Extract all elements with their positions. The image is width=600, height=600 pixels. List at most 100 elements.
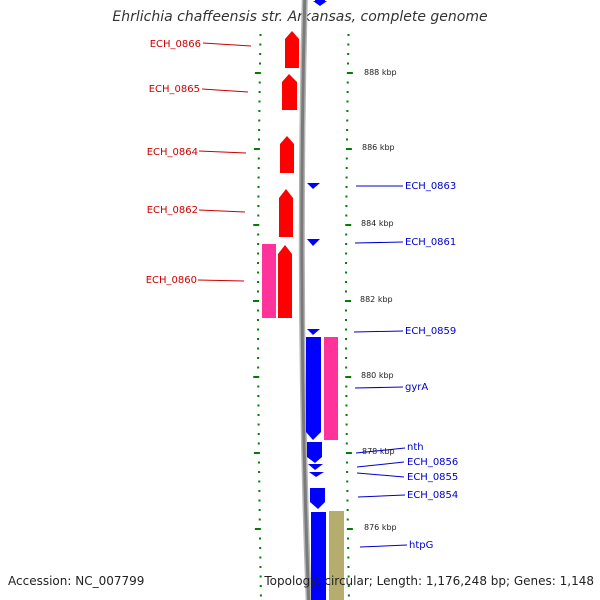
tick-mark [254, 528, 261, 530]
tick-mark [345, 366, 348, 369]
label-ech-0859[interactable]: ECH_0859 [405, 326, 456, 337]
gene-nth[interactable] [307, 442, 322, 463]
tick-mark [258, 471, 261, 473]
gene-ech-0865[interactable] [282, 74, 297, 110]
tick-mark [259, 585, 262, 587]
tick-mark [346, 461, 349, 464]
tick-mark [345, 452, 352, 454]
tick-mark [258, 490, 261, 492]
tick-mark [345, 195, 348, 198]
tick-mark [345, 214, 348, 217]
tick-mark [346, 471, 349, 473]
tick-mark [345, 385, 348, 388]
tick-mark [347, 575, 350, 578]
tick-mark [259, 53, 262, 55]
leader-line-gyra [354, 386, 404, 389]
tick-mark [257, 433, 260, 435]
tick-mark [258, 518, 261, 521]
gene-ech-0859[interactable] [307, 329, 320, 335]
tick-mark [258, 91, 261, 93]
tick-mark [257, 205, 260, 207]
tick-mark [257, 442, 260, 445]
tick-mark [259, 34, 262, 36]
label-gyra[interactable]: gyrA [405, 382, 428, 393]
tick-mark [345, 404, 348, 407]
label-ech-0862[interactable]: ECH_0862 [147, 205, 198, 216]
gene-ech-0855[interactable] [309, 472, 324, 477]
tick-mark [257, 252, 260, 255]
tick-mark [345, 423, 348, 426]
tick-mark [258, 81, 261, 84]
tick-mark [259, 62, 262, 65]
label-ech-0863[interactable]: ECH_0863 [405, 181, 456, 192]
accession-text: Accession: NC_007799 [8, 574, 145, 588]
label-ech-0866[interactable]: ECH_0866 [150, 39, 201, 50]
tick-mark [347, 34, 350, 36]
tick-mark [347, 53, 350, 55]
tick-mark [257, 366, 260, 369]
inner-tick-ring [345, 34, 353, 597]
feature-pink-reverse[interactable] [324, 337, 338, 440]
leader-line-nth [355, 447, 406, 454]
tick-mark [345, 176, 348, 179]
tick-mark [257, 414, 260, 416]
gene-partial-top[interactable] [313, 0, 327, 6]
tick-mark [257, 176, 260, 179]
tick-mark [345, 252, 348, 255]
scale-label-882: 882 kbp [360, 295, 393, 304]
gene-ech-0863[interactable] [307, 183, 320, 189]
tick-mark [345, 376, 352, 378]
genome-backbone-core [300, 0, 311, 600]
label-ech-0861[interactable]: ECH_0861 [405, 237, 456, 248]
label-ech-0860[interactable]: ECH_0860 [146, 275, 197, 286]
leader-line-ech-0860 [197, 279, 245, 282]
leader-line-ech-0861 [354, 241, 404, 244]
tick-mark [345, 281, 348, 283]
tick-mark [259, 575, 262, 578]
gene-ech-0864[interactable] [280, 136, 294, 173]
label-ech-0854[interactable]: ECH_0854 [407, 490, 458, 501]
gene-ech-0866[interactable] [285, 31, 299, 68]
feature-pink-forward[interactable] [262, 244, 276, 318]
tick-mark [257, 195, 260, 198]
tick-mark [345, 243, 348, 245]
label-nth[interactable]: nth [407, 442, 424, 453]
gene-ech-0854[interactable] [310, 488, 325, 509]
label-ech-0856[interactable]: ECH_0856 [407, 457, 458, 468]
tick-mark [258, 499, 261, 502]
tick-mark [346, 110, 349, 112]
tick-mark [346, 490, 349, 492]
tick-mark [345, 433, 348, 435]
gene-ech-0860[interactable] [278, 245, 292, 318]
tick-mark [346, 528, 353, 530]
gene-ech-0862[interactable] [279, 189, 293, 237]
tick-mark [257, 271, 260, 274]
tick-mark [257, 157, 260, 160]
gene-ech-0861[interactable] [307, 239, 320, 246]
feature-tan[interactable] [329, 511, 344, 600]
scale-label-884: 884 kbp [361, 219, 394, 228]
label-htpg[interactable]: htpG [409, 540, 433, 551]
tick-mark [259, 43, 262, 46]
tick-mark [257, 281, 260, 283]
tick-mark [253, 300, 259, 302]
tick-mark [259, 566, 262, 568]
tick-mark [253, 148, 260, 150]
label-ech-0865[interactable]: ECH_0865 [149, 84, 200, 95]
label-ech-0864[interactable]: ECH_0864 [147, 147, 198, 158]
tick-mark [345, 224, 352, 226]
gene-htpg[interactable] [311, 512, 326, 600]
outer-tick-ring [253, 34, 262, 597]
tick-mark [258, 509, 261, 511]
tick-mark [258, 110, 261, 112]
tick-mark [347, 547, 350, 549]
tick-mark [345, 271, 348, 274]
gene-gyra[interactable] [306, 337, 321, 440]
label-ech-0855[interactable]: ECH_0855 [407, 472, 458, 483]
tick-mark [257, 385, 260, 388]
tick-mark [346, 91, 349, 93]
scale-label-876: 876 kbp [364, 523, 397, 532]
gene-ech-0856[interactable] [308, 464, 323, 470]
